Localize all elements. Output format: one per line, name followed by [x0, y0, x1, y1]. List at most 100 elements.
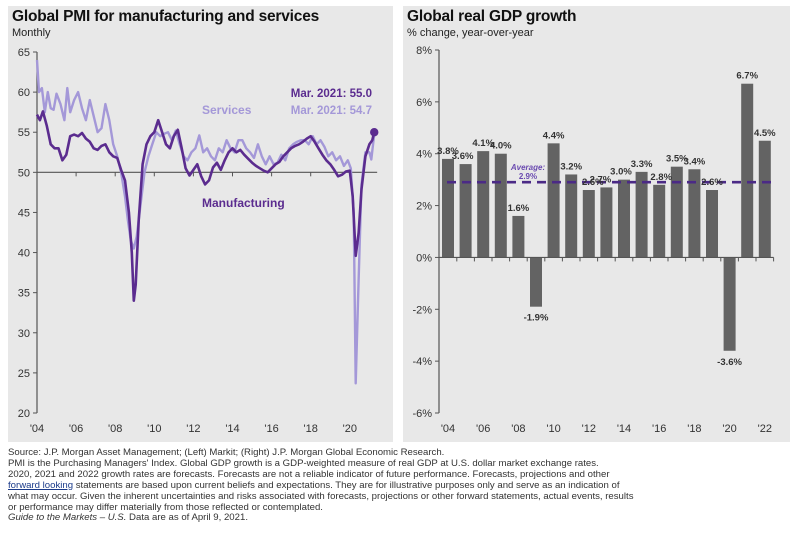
pmi-y-tick-label: 20: [18, 408, 30, 420]
gdp-x-tick-label: '14: [617, 423, 631, 435]
gdp-bar-2021: [741, 83, 754, 258]
gdp-bar-2011: [565, 174, 578, 258]
footer-notes: Source: J.P. Morgan Asset Management; (L…: [8, 447, 798, 524]
gdp-bar-2019: [706, 190, 718, 258]
gdp-data-label: 2.8%: [650, 172, 672, 183]
gdp-x-tick-label: '16: [652, 423, 666, 435]
pmi-x-tick-label: '14: [225, 423, 239, 435]
forward-looking-link[interactable]: forward looking: [8, 479, 74, 491]
pmi-x-tick-label: '06: [69, 423, 83, 435]
pmi-chart-panel: Global PMI for manufacturing and service…: [8, 6, 393, 442]
gdp-y-tick-label: -6%: [412, 408, 432, 420]
services-latest-label: Mar. 2021: 54.7: [291, 105, 372, 117]
gdp-data-label: 1.6%: [508, 203, 530, 214]
gdp-y-tick-label: -4%: [412, 356, 432, 368]
pmi-y-tick-label: 35: [18, 288, 30, 300]
gdp-bar-2018: [688, 169, 701, 258]
footer-line-7: Guide to the Markets – U.S. Data are as …: [8, 512, 798, 524]
gdp-bar-2017: [670, 166, 683, 258]
gdp-data-label: 3.0%: [610, 167, 632, 178]
gdp-y-tick-label: -2%: [412, 304, 432, 316]
pmi-y-tick-label: 50: [18, 167, 30, 179]
pmi-x-tick-label: '16: [264, 423, 278, 435]
gdp-data-label: 4.0%: [490, 141, 512, 152]
gdp-bar-2015: [635, 171, 648, 258]
gdp-bar-2007: [494, 153, 507, 258]
gdp-y-tick-label: 8%: [416, 45, 432, 57]
footer-line-4-text: statements are based upon current belief…: [73, 479, 620, 491]
gdp-x-tick-label: '22: [758, 423, 772, 435]
gdp-average-value: 2.9%: [519, 172, 537, 181]
gdp-chart-subtitle: % change, year-over-year: [407, 27, 534, 39]
pmi-y-tick-label: 45: [18, 207, 30, 219]
gdp-data-label: 3.5%: [666, 154, 688, 165]
pmi-y-tick-label: 65: [18, 47, 30, 59]
gdp-bar-2005: [459, 164, 472, 258]
gdp-data-label: -3.6%: [717, 357, 742, 368]
footer-line-source: Source: J.P. Morgan Asset Management; (L…: [8, 447, 445, 458]
manufacturing-latest-label: Mar. 2021: 55.0: [291, 88, 372, 100]
gdp-bar-2006: [477, 151, 490, 258]
gdp-y-tick-label: 0%: [416, 252, 432, 264]
gdp-bar-2008: [512, 215, 525, 258]
gdp-data-label: 3.2%: [560, 161, 582, 172]
gdp-bar-2013: [600, 187, 613, 258]
data-as-of: Data are as of April 9, 2021.: [126, 512, 248, 524]
footer-line-6: or performance may differ materially fro…: [8, 501, 323, 513]
services-line: [35, 59, 376, 385]
manufacturing-line: [35, 110, 376, 303]
gdp-x-tick-label: '04: [441, 423, 455, 435]
footer-line-pmi: PMI is the Purchasing Managers' Index. G…: [8, 457, 599, 469]
gdp-data-label: 2.7%: [590, 174, 612, 185]
pmi-y-tick-label: 30: [18, 328, 30, 340]
gdp-data-label: 4.5%: [754, 128, 776, 139]
gdp-y-tick-label: 2%: [416, 201, 432, 213]
pmi-x-tick-label: '12: [186, 423, 200, 435]
gdp-data-label: 2.6%: [701, 177, 723, 188]
gdp-x-tick-label: '18: [687, 423, 701, 435]
gdp-data-label: 3.3%: [631, 159, 653, 170]
gdp-y-tick-label: 6%: [416, 97, 432, 109]
gdp-data-label: 3.4%: [684, 156, 706, 167]
gdp-y-tick-label: 4%: [416, 149, 432, 161]
gdp-data-label: 3.8%: [437, 146, 459, 157]
gdp-x-tick-label: '10: [546, 423, 560, 435]
manufacturing-series-label: Manufacturing: [202, 196, 285, 210]
gdp-bar-2014: [618, 179, 630, 258]
pmi-x-tick-label: '20: [343, 423, 357, 435]
pmi-x-tick-label: '08: [108, 423, 122, 435]
pmi-chart-title: Global PMI for manufacturing and service…: [12, 8, 320, 25]
pmi-y-tick-label: 55: [18, 127, 30, 139]
gdp-bar-2016: [653, 184, 666, 258]
footer-line-forecast: 2020, 2021 and 2022 growth rates are for…: [8, 468, 610, 480]
gdp-x-tick-label: '08: [511, 423, 525, 435]
gdp-x-tick-label: '12: [582, 423, 596, 435]
gdp-data-label: 3.6%: [452, 151, 474, 162]
manufacturing-end-marker: [370, 128, 379, 137]
gdp-x-tick-label: '06: [476, 423, 490, 435]
guide-title: Guide to the Markets – U.S.: [8, 512, 127, 524]
pmi-chart-subtitle: Monthly: [12, 27, 51, 39]
pmi-x-tick-label: '10: [147, 423, 161, 435]
gdp-bar-2020: [723, 257, 736, 351]
pmi-y-tick-label: 25: [18, 368, 30, 380]
pmi-x-tick-label: '18: [304, 423, 318, 435]
gdp-data-label: 6.7%: [736, 71, 758, 82]
pmi-y-tick-label: 40: [18, 248, 30, 260]
gdp-chart-title: Global real GDP growth: [407, 8, 577, 25]
pmi-y-tick-label: 60: [18, 87, 30, 99]
gdp-data-label: 4.1%: [472, 138, 494, 149]
footer-line-4: forward looking statements are based upo…: [8, 479, 798, 492]
gdp-data-label: 4.4%: [543, 130, 565, 141]
pmi-x-tick-label: '04: [30, 423, 44, 435]
footer-line-5: what may occur. Given the inherent uncer…: [8, 490, 634, 502]
gdp-bar-2022: [758, 140, 771, 258]
services-series-label: Services: [202, 103, 252, 117]
gdp-average-label: Average:: [510, 163, 546, 172]
gdp-x-tick-label: '20: [722, 423, 736, 435]
gdp-bar-2009: [530, 257, 542, 307]
gdp-data-label: -1.9%: [524, 313, 549, 324]
gdp-bar-2010: [547, 143, 560, 258]
gdp-bar-2004: [442, 158, 454, 258]
